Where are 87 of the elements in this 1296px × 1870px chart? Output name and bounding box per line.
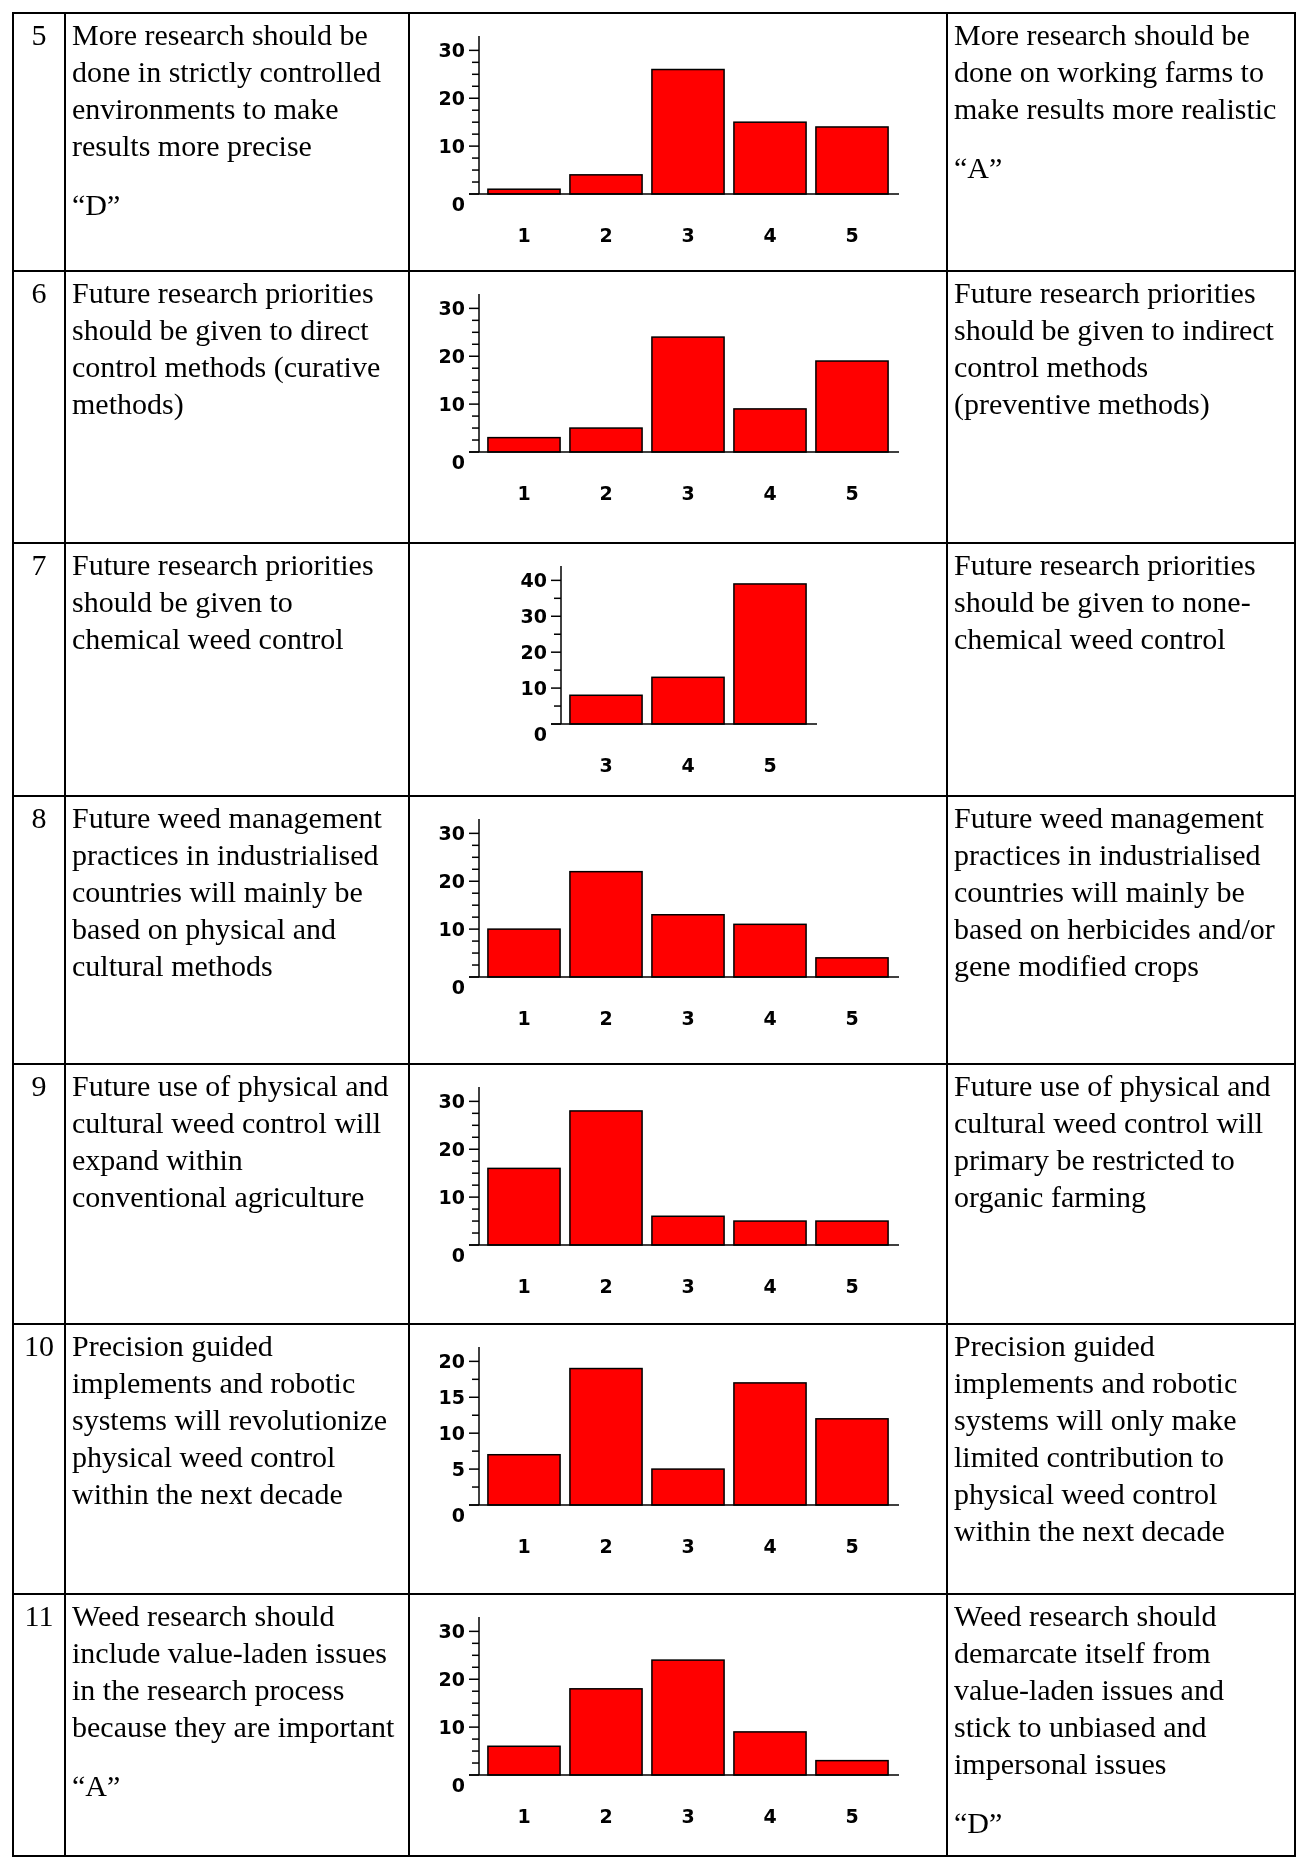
y-tick-label: 30 [438, 1620, 465, 1643]
text: Future use of physical and cultural weed control will expand within conventional agriculture [72, 1068, 390, 1215]
y-tick-label: 0 [451, 193, 465, 216]
x-tick-label: 4 [681, 754, 695, 776]
y-tick-label: 30 [438, 822, 465, 845]
y-tick-label: 20 [438, 869, 465, 892]
text: Future weed management practices in industrialised countries will mainly be based on herbicides and/or gene modified crops [954, 800, 1276, 984]
x-tick-label: 2 [599, 1007, 613, 1029]
x-tick-label: 4 [763, 482, 777, 504]
x-tick-label: 2 [599, 482, 613, 504]
y-tick-label: 40 [520, 569, 547, 592]
x-tick-label: 1 [517, 1535, 531, 1557]
x-tick-label: 1 [517, 482, 531, 504]
y-tick-label: 0 [451, 1504, 465, 1527]
text: Future use of physical and cultural weed control will primary be restricted to organic farming [954, 1068, 1272, 1215]
x-tick-label: 3 [681, 224, 695, 246]
y-tick-label: 20 [520, 640, 547, 663]
text: Future weed management practices in industrialised countries will mainly be based on physical and cultural methods [72, 800, 383, 984]
x-tick-label: 1 [517, 1805, 531, 1827]
x-tick-label: 3 [681, 1535, 695, 1557]
x-tick-label: 5 [845, 1275, 859, 1297]
text: Weed research should demarcate itself from value-laden issues and stick to unbiased and impersonal issues [954, 1598, 1225, 1782]
y-tick-label: 20 [438, 86, 465, 109]
y-tick-label: 10 [438, 392, 465, 415]
x-tick-label: 2 [599, 1805, 613, 1827]
text: 9 [14, 1065, 66, 1325]
y-tick-label: 15 [438, 1385, 465, 1408]
y-tick-label: 10 [438, 134, 465, 157]
x-tick-label: 4 [763, 1535, 777, 1557]
text: 8 [14, 797, 66, 1065]
x-tick-label: 2 [599, 224, 613, 246]
y-tick-label: 10 [520, 676, 547, 699]
text: 6 [14, 272, 66, 544]
text: Future research priorities should be given to chemical weed control [72, 547, 375, 657]
y-tick-label: 30 [438, 1090, 465, 1113]
y-tick-label: 10 [438, 917, 465, 940]
x-tick-label: 5 [845, 1535, 859, 1557]
text: More research should be done on working farms to make results more realistic [954, 17, 1278, 127]
x-tick-label: 4 [763, 1275, 777, 1297]
y-tick-label: 10 [438, 1185, 465, 1208]
y-tick-label: 0 [451, 1244, 465, 1267]
x-tick-label: 3 [681, 482, 695, 504]
x-tick-label: 3 [681, 1007, 695, 1029]
y-tick-label: 20 [438, 1667, 465, 1690]
text: More research should be done in strictly controlled environments to make results more precise [72, 17, 383, 164]
x-tick-label: 3 [681, 1805, 695, 1827]
text: Weed research should include value-laden issues in the research process because they are important [72, 1598, 396, 1745]
text: “D” [954, 1805, 1004, 1841]
text: Future research priorities should be given to direct control methods (curative methods) [72, 275, 382, 422]
text: “D” [72, 187, 122, 223]
text: Precision guided implements and robotic systems will only make limited contribution to physical weed control within the next decade [954, 1328, 1239, 1549]
x-tick-label: 2 [599, 1275, 613, 1297]
y-tick-label: 0 [451, 976, 465, 999]
x-tick-label: 1 [517, 224, 531, 246]
y-tick-label: 0 [451, 451, 465, 474]
x-tick-label: 4 [763, 224, 777, 246]
text: 11 [14, 1595, 66, 1857]
y-tick-label: 5 [451, 1457, 465, 1480]
x-tick-label: 5 [845, 1007, 859, 1029]
y-tick-label: 0 [451, 1774, 465, 1797]
text: Future research priorities should be given to indirect control methods (preventive methods) [954, 275, 1275, 422]
text: “A” [72, 1768, 122, 1804]
y-tick-label: 10 [438, 1715, 465, 1738]
text: “A” [954, 150, 1004, 186]
y-tick-label: 0 [533, 723, 547, 746]
y-tick-label: 20 [438, 1137, 465, 1160]
x-tick-label: 5 [845, 482, 859, 504]
text: Future research priorities should be given to none-chemical weed control [954, 547, 1257, 657]
y-tick-label: 20 [438, 1350, 465, 1373]
y-tick-label: 30 [438, 39, 465, 62]
x-tick-label: 2 [599, 1535, 613, 1557]
x-tick-label: 4 [763, 1805, 777, 1827]
y-tick-label: 30 [438, 297, 465, 320]
text: Precision guided implements and robotic systems will revolutionize physical weed control within the next decade [72, 1328, 388, 1512]
text: 10 [14, 1325, 66, 1595]
y-tick-label: 30 [520, 604, 547, 627]
x-tick-label: 4 [763, 1007, 777, 1029]
y-tick-label: 20 [438, 344, 465, 367]
x-tick-label: 3 [681, 1275, 695, 1297]
y-tick-label: 10 [438, 1421, 465, 1444]
x-tick-label: 5 [845, 224, 859, 246]
x-tick-label: 1 [517, 1275, 531, 1297]
text: 7 [14, 544, 66, 797]
x-tick-label: 1 [517, 1007, 531, 1029]
x-tick-label: 5 [845, 1805, 859, 1827]
x-tick-label: 3 [599, 754, 613, 776]
x-tick-label: 5 [763, 754, 777, 776]
